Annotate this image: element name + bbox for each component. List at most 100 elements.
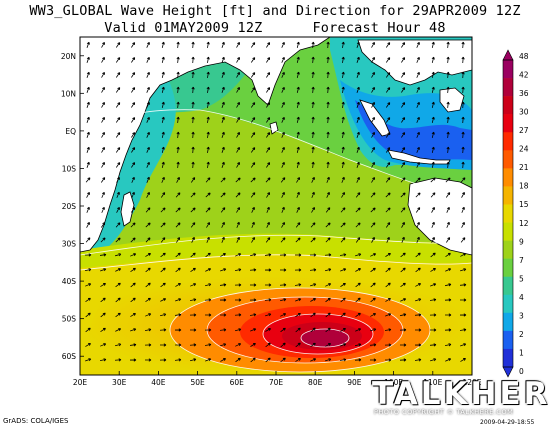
direction-arrow (175, 267, 181, 273)
direction-arrow (281, 56, 285, 63)
direction-arrow (296, 71, 300, 79)
colorbar (502, 49, 514, 378)
direction-arrow (205, 207, 211, 213)
direction-arrow (220, 192, 226, 198)
direction-arrow (161, 101, 165, 109)
watermark-subtitle: PHOTO COPYRIGHT © TALKHERE.COM (374, 408, 514, 416)
direction-arrow (101, 87, 105, 93)
direction-arrow (130, 207, 136, 213)
direction-arrow (355, 268, 361, 272)
direction-arrow (205, 177, 211, 183)
direction-arrow (220, 343, 227, 347)
direction-arrow (264, 268, 272, 272)
direction-arrow (385, 282, 391, 288)
direction-arrow (144, 343, 152, 347)
direction-arrow (251, 206, 255, 213)
colorbar-label: 21 (519, 163, 529, 172)
direction-arrow (204, 313, 212, 317)
direction-arrow (385, 102, 391, 108)
direction-arrow (206, 101, 210, 109)
direction-arrow (311, 131, 315, 139)
direction-arrow (176, 161, 180, 169)
direction-arrow (161, 161, 165, 169)
direction-arrow (249, 313, 257, 317)
direction-arrow (416, 86, 420, 93)
direction-arrow (369, 358, 377, 362)
direction-arrow (176, 237, 180, 243)
direction-arrow (130, 297, 136, 303)
direction-arrow (446, 221, 450, 228)
lat-label: 50S (62, 315, 77, 324)
lon-label: 80E (308, 378, 323, 387)
direction-arrow (221, 101, 225, 108)
direction-arrow (461, 131, 465, 139)
direction-arrow (356, 71, 360, 78)
direction-arrow (400, 343, 407, 347)
direction-arrow (191, 146, 195, 154)
direction-arrow (295, 298, 302, 302)
direction-arrow (295, 342, 301, 348)
direction-arrow (400, 177, 406, 183)
direction-arrow (385, 57, 391, 63)
direction-arrow (430, 192, 436, 198)
direction-arrow (296, 116, 300, 124)
direction-arrow (415, 207, 421, 213)
direction-arrow (356, 176, 360, 183)
direction-arrow (370, 267, 376, 273)
direction-arrow (416, 116, 420, 123)
direction-arrow (461, 71, 465, 79)
direction-arrow (129, 358, 137, 362)
direction-arrow (310, 222, 316, 228)
colorbar-label: 1 (519, 348, 524, 357)
direction-arrow (356, 146, 360, 153)
direction-arrow (459, 328, 467, 332)
direction-arrow (174, 328, 182, 332)
direction-arrow (219, 313, 227, 317)
direction-arrow (429, 328, 437, 332)
direction-arrow (191, 56, 195, 64)
direction-arrow (146, 116, 150, 123)
direction-arrow (385, 87, 391, 93)
direction-arrow (460, 343, 467, 347)
direction-arrow (355, 222, 361, 228)
direction-arrow (130, 222, 136, 228)
direction-arrow (355, 253, 362, 257)
colorbar-segment (503, 204, 513, 223)
direction-arrow (280, 342, 286, 348)
direction-arrow (115, 117, 121, 123)
direction-arrow (101, 102, 105, 108)
direction-arrow (190, 177, 196, 183)
direction-arrow (250, 42, 256, 48)
direction-arrow (236, 147, 240, 153)
direction-arrow (400, 267, 406, 273)
direction-arrow (281, 161, 285, 168)
direction-arrow (296, 101, 300, 109)
direction-arrow (400, 298, 407, 302)
direction-arrow (250, 147, 256, 153)
direction-arrow (461, 101, 465, 109)
direction-arrow (131, 42, 136, 48)
chart-subtitle: Valid 01MAY2009 12Z Forecast Hour 48 (104, 20, 446, 36)
direction-arrow (385, 192, 391, 198)
direction-arrow (416, 236, 420, 243)
direction-arrow (281, 191, 285, 198)
direction-arrow (416, 161, 420, 168)
direction-arrow (385, 132, 391, 138)
direction-arrow (266, 206, 270, 213)
direction-arrow (250, 162, 256, 168)
direction-arrow (399, 328, 407, 332)
direction-arrow (221, 236, 225, 243)
direction-arrow (401, 147, 406, 153)
direction-arrow (356, 86, 360, 93)
colorbar-frame (502, 59, 514, 368)
direction-arrow (221, 116, 225, 123)
direction-arrow (146, 176, 150, 183)
direction-arrow (175, 298, 182, 302)
direction-arrow (101, 117, 105, 123)
direction-arrow (446, 86, 450, 94)
direction-arrow (101, 132, 105, 138)
direction-arrow (266, 102, 271, 108)
direction-arrow (461, 116, 465, 124)
direction-arrow (190, 267, 196, 273)
